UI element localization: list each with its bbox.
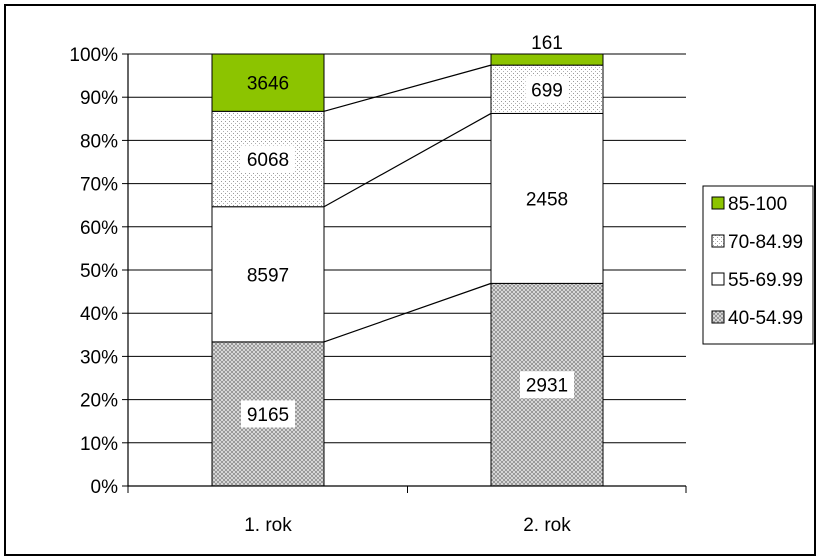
y-tick-label: 50% <box>80 261 118 282</box>
data-label-bg <box>241 145 295 173</box>
legend-label: 55-69.99 <box>728 270 803 291</box>
data-label: 6068 <box>247 150 289 171</box>
data-label: 699 <box>531 80 563 101</box>
legend-swatch <box>711 234 725 248</box>
data-label: 3646 <box>247 74 289 95</box>
y-tick-label: 90% <box>80 88 118 109</box>
data-label-bg <box>241 400 295 428</box>
legend-swatch <box>711 272 725 286</box>
legend-swatch <box>711 310 725 324</box>
data-label: 9165 <box>247 405 289 426</box>
series-line <box>323 112 492 208</box>
data-label-bg <box>520 184 574 212</box>
axes: 0% 10% 20% 30% 40% 50% 60% 70% 80% 90% 100% 1. rok 2… <box>69 45 687 536</box>
legend-swatch <box>711 196 725 210</box>
series-line <box>323 282 492 343</box>
data-labels: 9165 8597 6068 3646 2931 2458 699 161 <box>241 33 574 428</box>
legend: 85-100 70-84.99 55-69.99 40-54.99 <box>702 185 814 345</box>
data-label-bg <box>241 260 295 288</box>
y-tick-label: 10% <box>80 434 118 455</box>
chart-frame <box>4 4 816 556</box>
y-tick-label: 80% <box>80 131 118 152</box>
data-label-bg <box>525 75 569 103</box>
data-label: 8597 <box>247 265 289 286</box>
data-label-bg <box>241 69 295 97</box>
x-tick-label: 1. rok <box>244 515 292 536</box>
y-tick-label: 20% <box>80 391 118 412</box>
y-tick-label: 100% <box>69 45 118 66</box>
data-label: 2931 <box>526 376 568 397</box>
y-tick-label: 30% <box>80 347 118 368</box>
data-label: 2458 <box>526 189 568 210</box>
x-tick-label: 2. rok <box>523 515 571 536</box>
data-label: 161 <box>531 33 563 54</box>
bar-segment <box>490 53 604 66</box>
legend-label: 70-84.99 <box>728 232 803 253</box>
legend-label: 85-100 <box>728 194 787 215</box>
series-lines <box>323 64 492 343</box>
y-tick-label: 40% <box>80 304 118 325</box>
data-label-bg <box>520 371 574 399</box>
series-line <box>323 64 492 112</box>
y-tick-label: 60% <box>80 218 118 239</box>
y-tick-label: 0% <box>91 477 119 498</box>
y-tick-label: 70% <box>80 175 118 196</box>
legend-label: 40-54.99 <box>728 308 803 329</box>
